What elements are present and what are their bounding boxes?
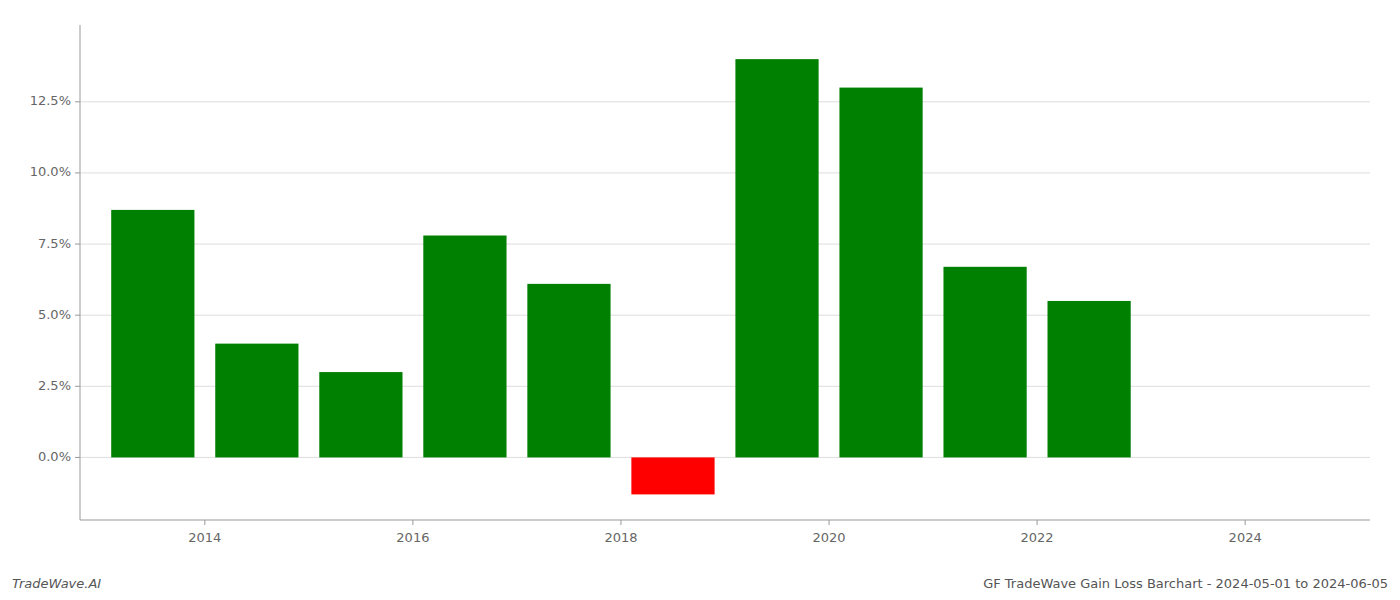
y-tick (75, 386, 80, 387)
bar (527, 284, 610, 458)
bar (943, 267, 1026, 458)
y-grid (80, 102, 1370, 458)
grid-line (80, 244, 1370, 245)
x-tick (412, 520, 413, 525)
y-tick (75, 457, 80, 458)
bar (111, 210, 194, 458)
bar (735, 59, 818, 457)
x-tick-label: 2014 (188, 530, 221, 545)
x-tick-label: 2020 (812, 530, 845, 545)
x-tick-label: 2022 (1021, 530, 1054, 545)
y-tick-label: 2.5% (38, 378, 71, 393)
y-tick (75, 315, 80, 316)
y-tick-label: 0.0% (38, 449, 71, 464)
y-axis-line (80, 25, 81, 520)
x-tick (1037, 520, 1038, 525)
y-tick (75, 244, 80, 245)
x-axis-line (80, 520, 1370, 521)
y-tick-labels: 0.0% 2.5% 5.0% 7.5% 10.0% 12.5% (30, 93, 80, 464)
x-tick-label: 2024 (1229, 530, 1262, 545)
bar (215, 344, 298, 458)
y-tick-label: 10.0% (30, 164, 71, 179)
x-tick-label: 2018 (604, 530, 637, 545)
y-tick-label: 7.5% (38, 236, 71, 251)
bar (839, 88, 922, 458)
grid-line (80, 101, 1370, 102)
chart-container: 0.0%2.5%5.0%7.5%10.0%12.5%20142016201820… (0, 0, 1400, 600)
bar (423, 236, 506, 458)
x-tick (204, 520, 205, 525)
x-tick (1245, 520, 1246, 525)
bar (631, 457, 714, 494)
bar (1152, 457, 1235, 458)
bar (319, 372, 402, 457)
y-tick-label: 5.0% (38, 307, 71, 322)
bars (111, 59, 1131, 494)
x-tick (829, 520, 830, 525)
annotation: GF TradeWave Gain Loss Barchart - 2024-0… (983, 576, 1388, 591)
chart-svg: 0.0%2.5%5.0%7.5%10.0%12.5%20142016201820… (0, 0, 1400, 600)
annotation: TradeWave.AI (12, 576, 101, 591)
bar (1048, 301, 1131, 457)
y-tick (75, 172, 80, 173)
grid-line (80, 315, 1370, 316)
x-tick-label: 2016 (396, 530, 429, 545)
grid-line (80, 172, 1370, 173)
x-ticks: 2014 2016 2018 2020 2022 2024 (188, 520, 1261, 545)
y-tick (75, 101, 80, 102)
y-tick-label: 12.5% (30, 93, 71, 108)
x-tick (620, 520, 621, 525)
